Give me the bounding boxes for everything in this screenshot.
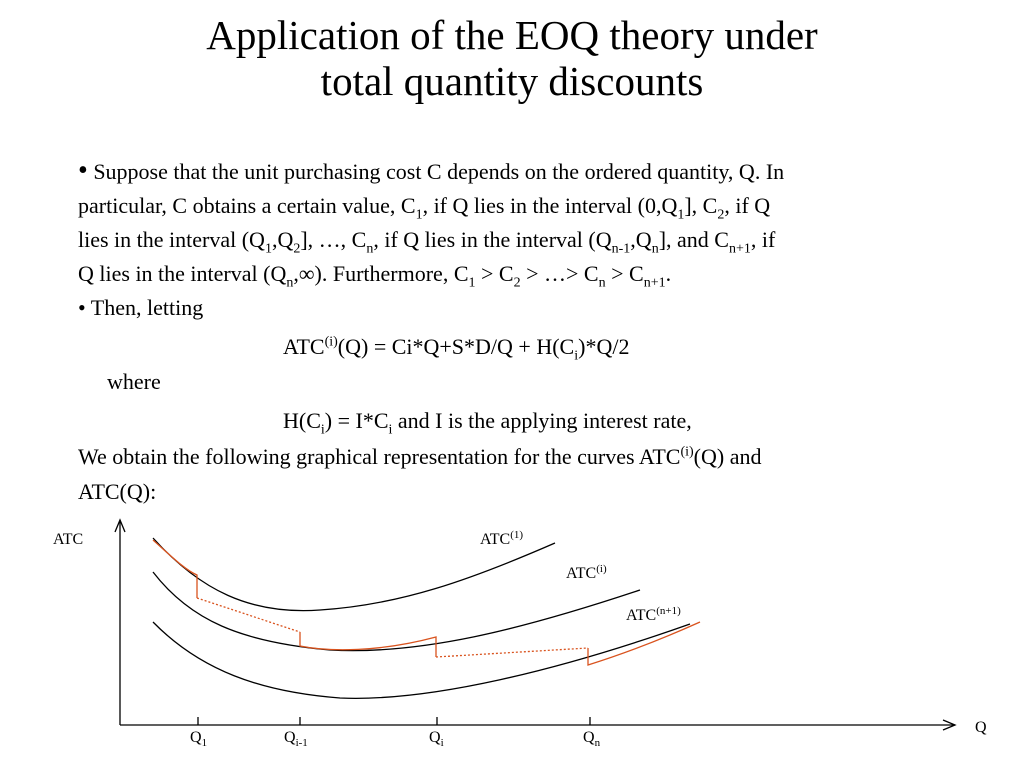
subscript: 1 [264, 241, 272, 257]
text-run: , if Q lies in the interval (0,Q [422, 193, 678, 218]
text-run: lies in the interval (Q [78, 227, 265, 252]
text-run: > C [475, 261, 514, 286]
text-run: , if [750, 227, 776, 252]
tick [197, 717, 591, 725]
label-base: ATC [626, 607, 656, 624]
text-run: > …> C [520, 261, 599, 286]
text-line: ATC(Q): [78, 479, 156, 505]
subscript: i-1 [296, 737, 308, 749]
subscript: n [595, 737, 601, 749]
label: Qn [583, 729, 601, 749]
text-run: Suppose that the unit purchasing cost C … [87, 159, 785, 184]
label-base: ATC [566, 565, 596, 582]
text-run: ,∞). Furthermore, C [293, 261, 469, 286]
subscript: n+1 [728, 241, 751, 257]
text-run: We obtain the following graphical repres… [78, 444, 681, 469]
atc-curve [299, 632, 437, 657]
title-line: total quantity discounts [320, 58, 704, 104]
superscript: (i) [680, 444, 694, 460]
text-line: Q lies in the interval (Qn,∞). Furthermo… [78, 261, 671, 291]
text-run: ], …, C [300, 227, 367, 252]
text-run: ], C [684, 193, 718, 218]
subscript: 1 [468, 275, 476, 291]
text-line: H(Ci) = I*Ci and I is the applying inter… [283, 408, 692, 438]
superscript: (n+1) [656, 605, 681, 617]
text-line: • Suppose that the unit purchasing cost … [78, 155, 784, 187]
subscript: 2 [717, 207, 725, 223]
text-run: ], and C [658, 227, 729, 252]
subscript: i [320, 422, 325, 438]
atc-jump [196, 597, 589, 658]
label-base: ATC [480, 531, 510, 548]
atc-curve [587, 621, 701, 666]
title: Application of the EOQ theory under tota… [0, 12, 1024, 104]
subscript: n [286, 275, 294, 291]
arrow [942, 719, 957, 731]
subscript: 2 [513, 275, 521, 291]
text-run: , if Q [724, 193, 771, 218]
subscript: n-1 [611, 241, 631, 257]
text-run: • Then, letting [78, 295, 204, 320]
text-run: • [78, 155, 88, 186]
text-line: ATC(i)(Q) = Ci*Q+S*D/Q + H(Ci)*Q/2 [283, 334, 629, 364]
subscript: 1 [677, 207, 685, 223]
curve [152, 621, 691, 699]
text-line: lies in the interval (Q1,Q2], …, Cn, if … [78, 227, 775, 257]
text-run: ,Q [630, 227, 652, 252]
subscript: i [574, 348, 579, 364]
text-run: ) = I*C [324, 408, 389, 433]
text-run: and I is the applying interest rate, [392, 408, 692, 433]
superscript: (i) [324, 334, 338, 350]
label: ATC(1) [480, 529, 523, 548]
text-run: )*Q/2 [578, 334, 630, 359]
subscript: n [366, 241, 374, 257]
subscript: n [598, 275, 606, 291]
text-run: where [107, 369, 161, 394]
axis-label: Q [975, 719, 987, 736]
subscript: n [651, 241, 659, 257]
label: Qi [429, 729, 444, 749]
superscript: (i) [596, 563, 607, 575]
text-run: . [665, 261, 672, 286]
text-run: , if Q lies in the interval (Q [373, 227, 612, 252]
curve [152, 571, 641, 652]
text-run: ATC(Q): [78, 479, 157, 504]
text-line: We obtain the following graphical repres… [78, 444, 761, 470]
title-line: Application of the EOQ theory under [206, 12, 818, 58]
label: ATC(n+1) [626, 605, 681, 624]
label: Q1 [190, 729, 207, 749]
subscript: 1 [202, 737, 208, 749]
subscript: n+1 [643, 275, 666, 291]
label-base: Q [429, 729, 441, 746]
atc-curve [152, 539, 198, 598]
label-base: Q [583, 729, 595, 746]
arrow [114, 518, 126, 533]
text-line: • Then, letting [78, 295, 203, 321]
label: Qi-1 [284, 729, 308, 749]
curve [152, 537, 556, 612]
label-base: Q [190, 729, 202, 746]
text-run: (Q) and [693, 444, 762, 469]
text-line: particular, C obtains a certain value, C… [78, 193, 770, 223]
subscript: 2 [293, 241, 301, 257]
subscript: i [388, 422, 393, 438]
text-run: ,Q [271, 227, 294, 252]
text-run: (Q) = Ci*Q+S*D/Q + H(C [337, 334, 575, 359]
text-run: ATC [283, 334, 325, 359]
text-run: particular, C obtains a certain value, C [78, 193, 416, 218]
label: ATC(i) [566, 563, 607, 582]
text-run: Q lies in the interval (Q [78, 261, 287, 286]
text-line: where [107, 369, 161, 395]
text-run: H(C [283, 408, 321, 433]
label-base: Q [284, 729, 296, 746]
text-run: > C [605, 261, 644, 286]
superscript: (1) [510, 529, 523, 541]
subscript: i [441, 737, 444, 749]
axis-label: ATC [53, 531, 83, 548]
subscript: 1 [415, 207, 423, 223]
